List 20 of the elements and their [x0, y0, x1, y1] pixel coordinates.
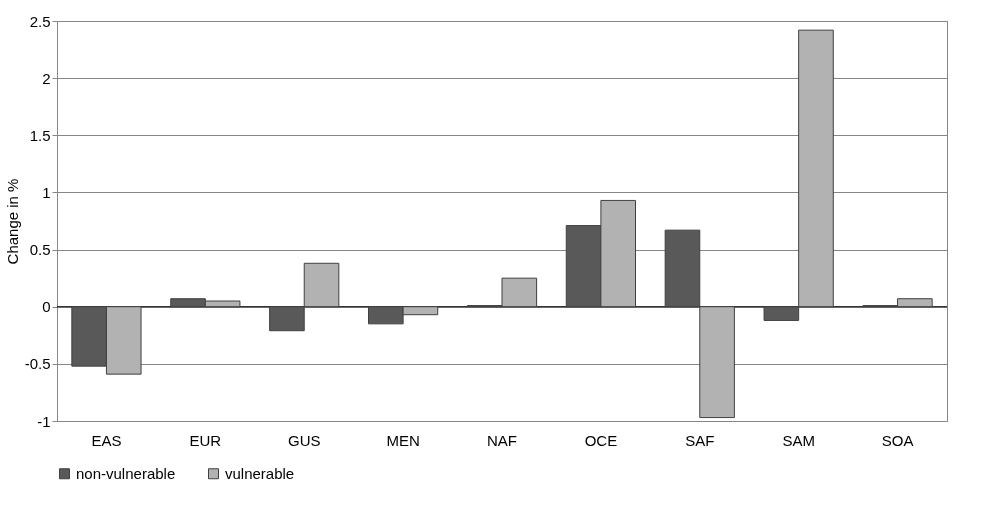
legend-label: non-vulnerable: [76, 464, 176, 482]
x-tick-label: MEN: [386, 431, 420, 449]
y-tick-label: -0.5: [24, 355, 51, 373]
x-tick-label: NAF: [487, 431, 517, 449]
y-axis-title: Change in %: [3, 178, 21, 265]
y-tick-label: 2.5: [29, 12, 51, 30]
y-tick-label: 0.5: [29, 241, 51, 259]
x-tick-label: GUS: [287, 431, 321, 449]
x-tick-label: EUR: [189, 431, 222, 449]
x-tick-label: SAM: [782, 431, 815, 449]
x-tick-label: EAS: [91, 431, 122, 449]
y-tick-label: -1: [37, 412, 51, 430]
y-tick-label: 2: [42, 69, 51, 87]
legend-label: vulnerable: [225, 464, 295, 482]
x-tick-label: OCE: [584, 431, 618, 449]
y-tick-label: 1.5: [29, 126, 51, 144]
x-tick-label: SOA: [881, 431, 914, 449]
y-tick-label: 0: [42, 298, 51, 316]
y-tick-label: 1: [42, 183, 51, 201]
x-tick-label: SAF: [685, 431, 715, 449]
